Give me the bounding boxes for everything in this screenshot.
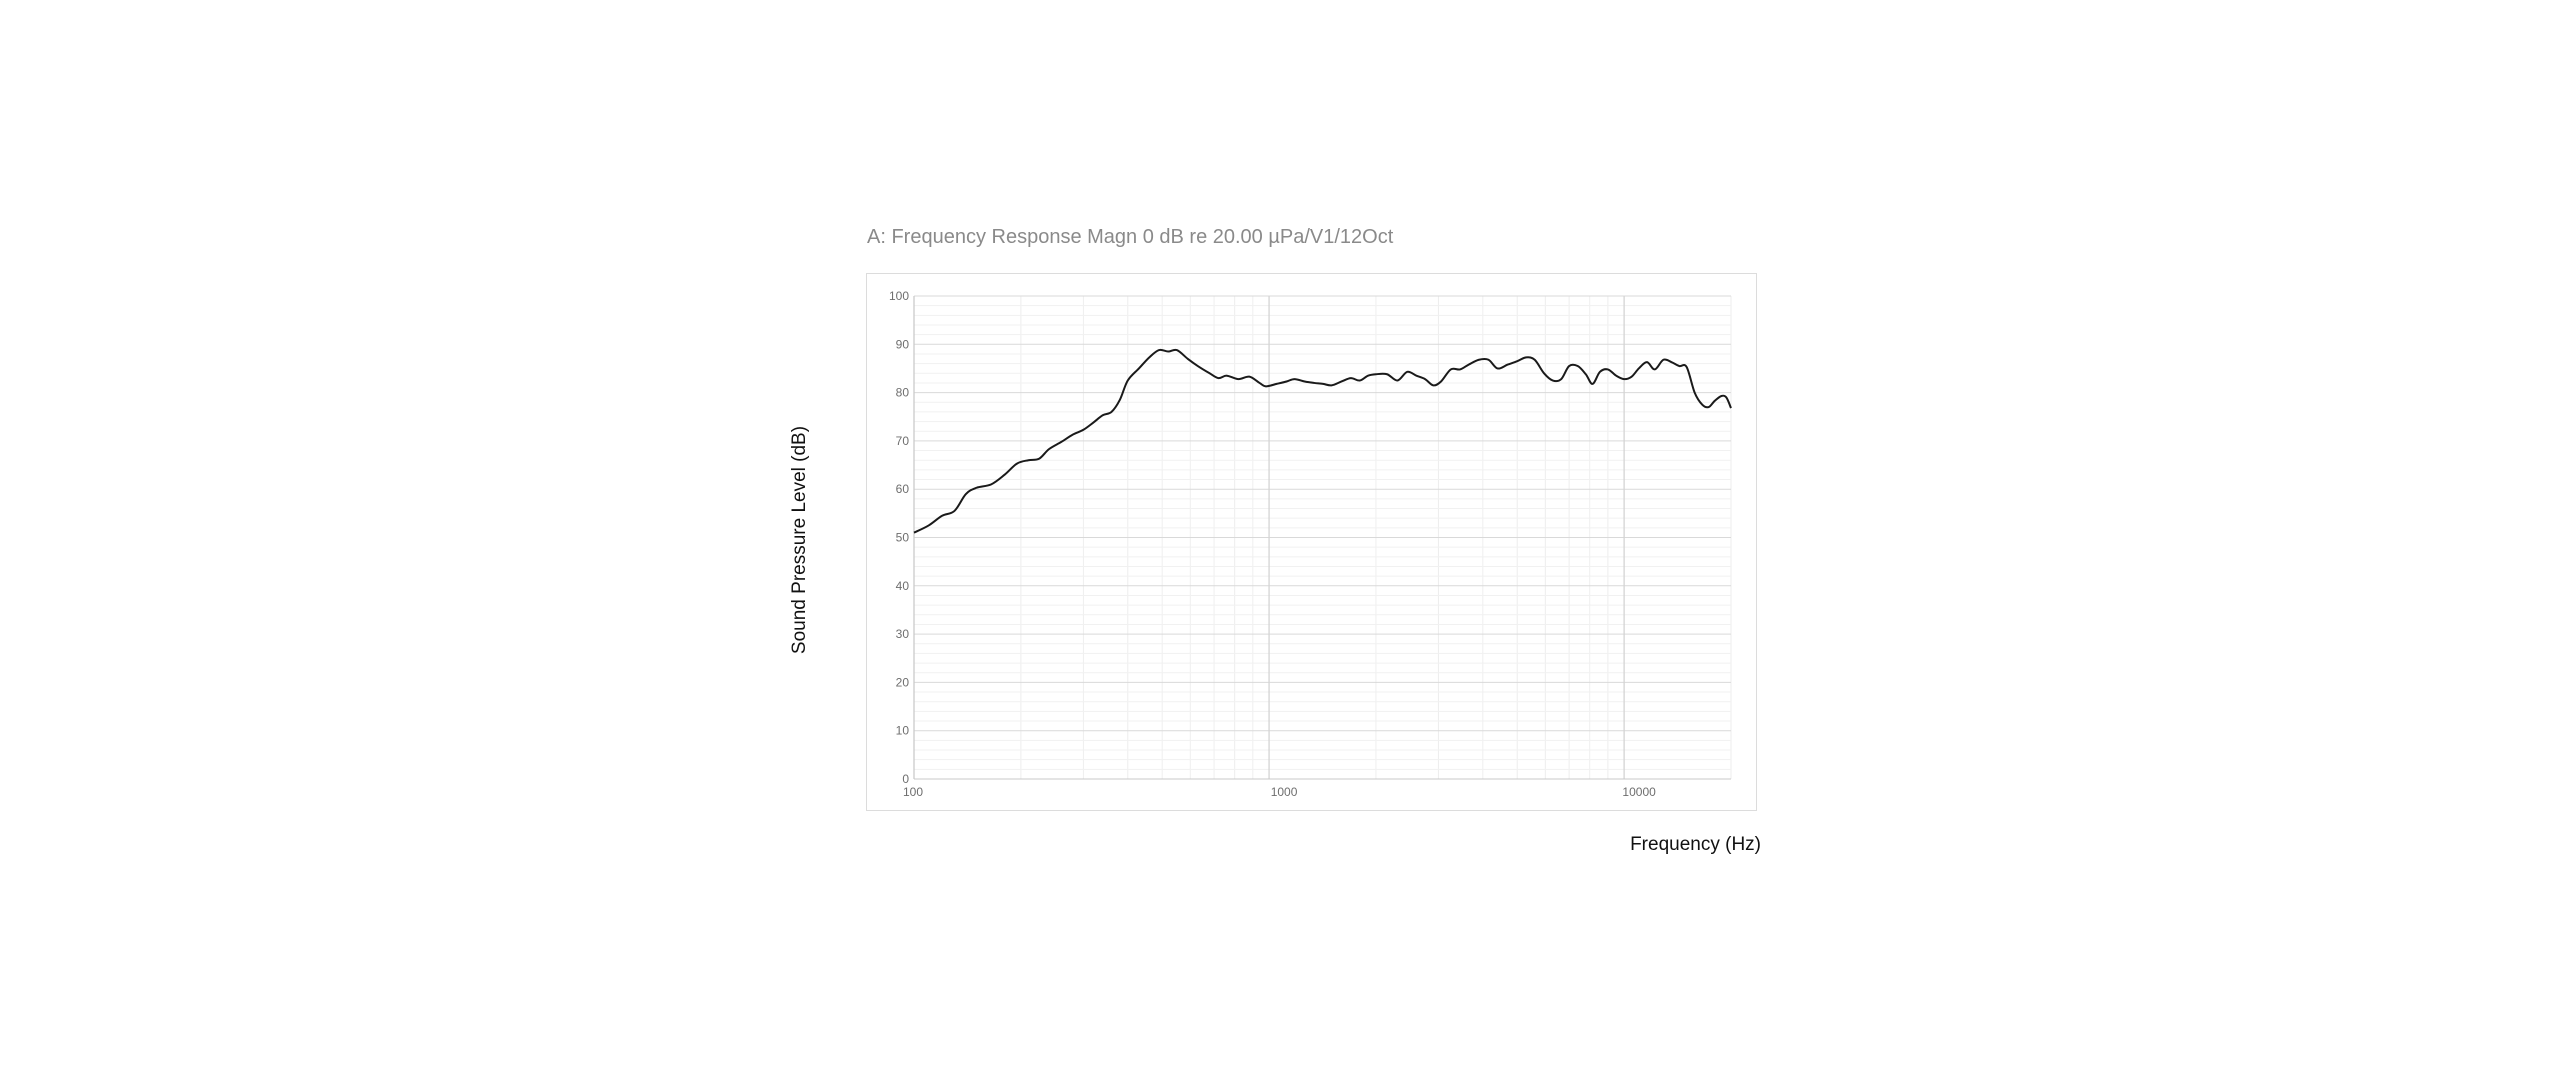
y-tick-label: 70: [896, 434, 910, 448]
y-tick-label: 30: [896, 627, 910, 641]
x-axis-label: Frequency (Hz): [1630, 834, 1761, 855]
tick-labels: 0 10 20 30 40 50 60 70 80 90 100 100 1000 10000: [889, 289, 1656, 799]
y-tick-label: 100: [889, 289, 909, 303]
plot-frame: [866, 273, 1757, 811]
y-tick-label: 90: [896, 337, 910, 351]
y-tick-label: 10: [896, 724, 910, 738]
y-tick-label: 60: [896, 482, 910, 496]
x-tick-label: 100: [903, 785, 923, 799]
y-tick-label: 40: [896, 579, 910, 593]
y-tick-label: 80: [896, 386, 910, 400]
series-layer: [913, 348, 1732, 534]
y-tick-label: 50: [896, 531, 910, 545]
grid-lines: [913, 295, 1732, 780]
y-tick-label: 0: [902, 772, 909, 786]
x-tick-label: 1000: [1271, 785, 1298, 799]
frequency-response-series-line: [913, 348, 1732, 534]
x-tick-label: 10000: [1622, 785, 1656, 799]
y-tick-label: 20: [896, 675, 910, 689]
chart-title: A: Frequency Response Magn 0 dB re 20.00…: [867, 226, 1394, 248]
